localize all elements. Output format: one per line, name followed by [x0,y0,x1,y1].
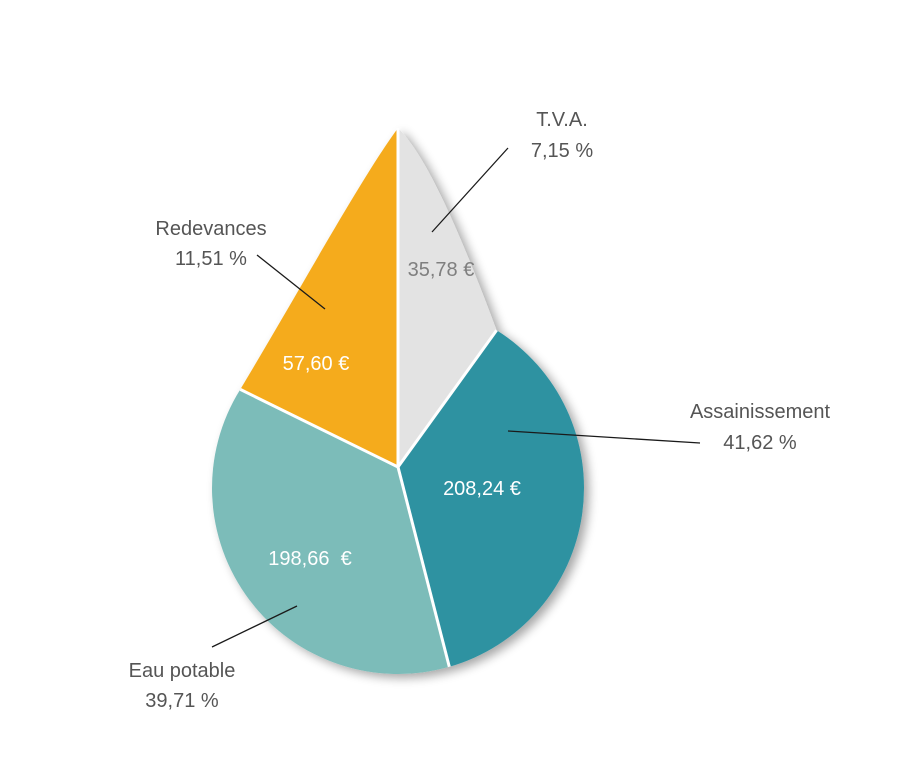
leader-lines [211,147,701,648]
slice-value-tva: 35,78 € [408,259,475,281]
slice-divider-2 [396,466,451,668]
pie-slices [212,128,584,675]
slice-eau [212,389,450,675]
leader-line-redevances [256,254,326,310]
slice-tva [398,128,497,467]
slice-redevances [240,128,398,467]
leader-line-tva [431,147,509,233]
slice-percent-tva: 7,15 % [531,140,593,162]
slice-value-redevances: 57,60 € [283,353,350,375]
slice-percent-redevances: 11,51 % [175,248,247,270]
slice-name-assainissement: Assainissement [690,401,831,423]
slice-percent-eau: 39,71 % [145,690,219,712]
slice-labels: T.V.A. 7,15 % 35,78 € Assainissement 41,62 %… [129,109,831,712]
slice-value-assainissement: 208,24 € [443,478,521,500]
leader-line-assainissement [507,430,701,444]
slice-name-eau: Eau potable [129,660,236,682]
slice-dividers [239,128,498,668]
leader-line-eau [211,605,298,648]
slice-name-tva: T.V.A. [536,109,588,131]
slice-value-eau: 198,66 € [268,548,351,570]
slice-divider-3 [239,388,399,469]
slice-assainissement [398,330,584,667]
slice-divider-1 [396,329,498,468]
slice-percent-assainissement: 41,62 % [723,432,797,454]
slice-name-redevances: Redevances [155,218,266,240]
